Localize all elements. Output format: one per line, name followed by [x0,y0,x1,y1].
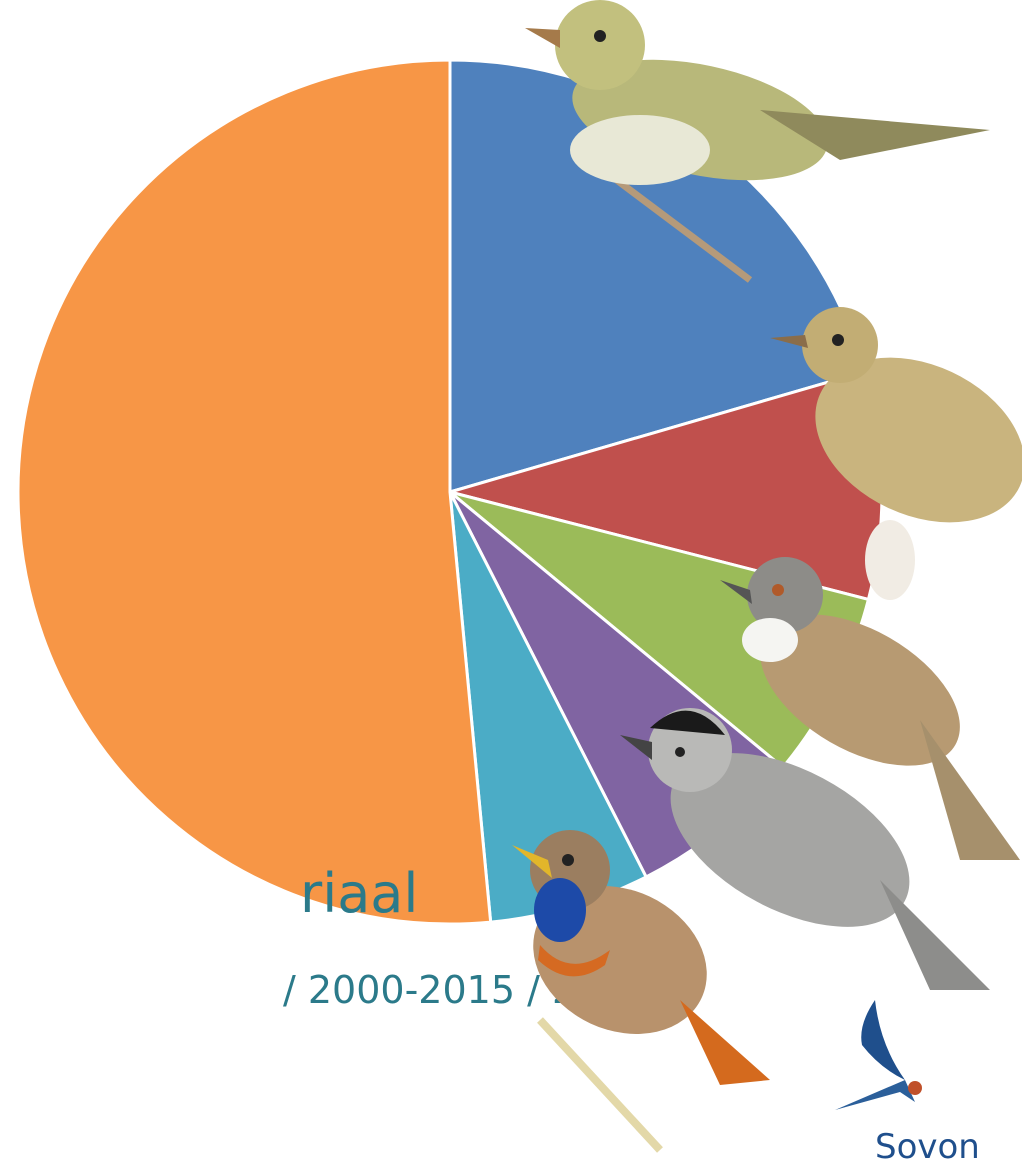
bird-pipit [770,307,1022,600]
bird-illustrations: Sovon [512,0,1022,1159]
pie-slice [16,58,493,926]
bird-blackcap [620,708,990,990]
chart-title: riaal [300,862,418,925]
bird-warbler [525,0,990,283]
logo-text: Sovon [875,1127,980,1159]
bird-bluethroat [512,830,770,1153]
bird-whitethroat [720,557,1020,860]
pie-chart [16,58,884,926]
logo: Sovon [835,1000,980,1159]
